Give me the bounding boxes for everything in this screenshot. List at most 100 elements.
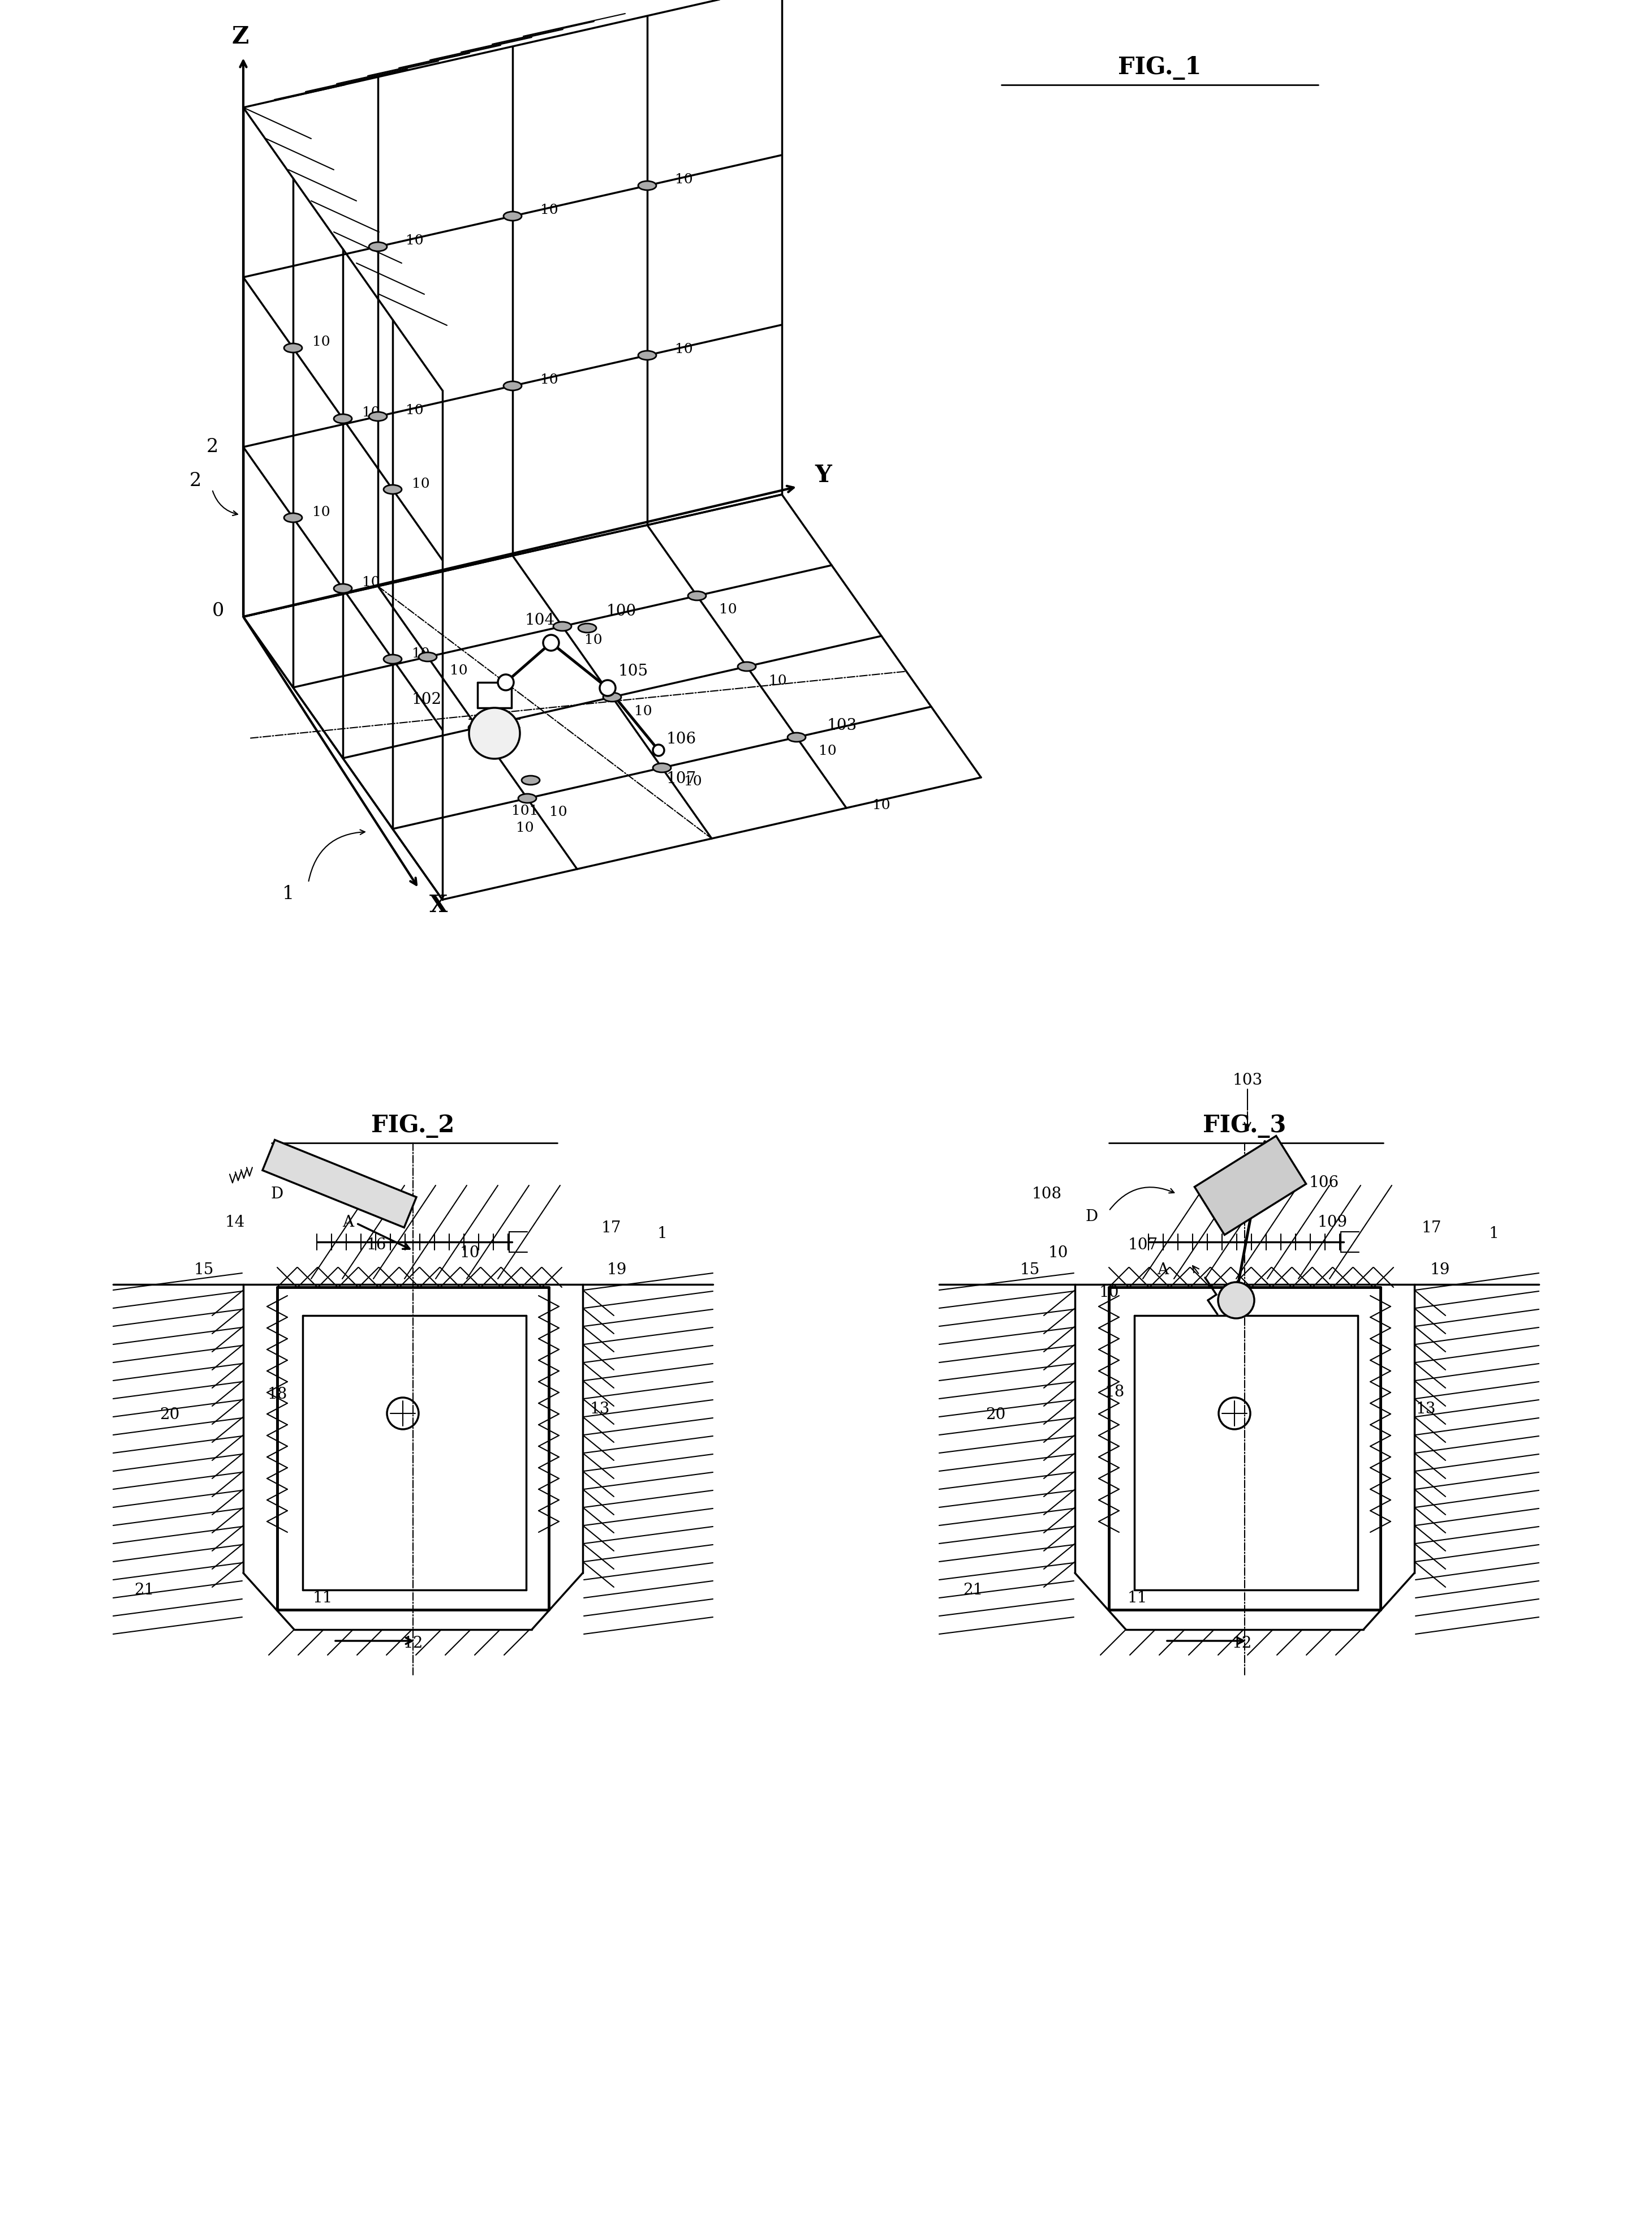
Text: 10: 10 — [872, 798, 890, 812]
Ellipse shape — [504, 211, 522, 220]
Ellipse shape — [578, 623, 596, 632]
Text: Y: Y — [814, 464, 831, 488]
Text: 2: 2 — [190, 472, 202, 490]
Text: FIG._1: FIG._1 — [1118, 55, 1201, 80]
Text: D: D — [1085, 1209, 1099, 1224]
Text: 10: 10 — [585, 634, 603, 648]
Text: 10: 10 — [515, 823, 534, 834]
Ellipse shape — [284, 344, 302, 353]
Ellipse shape — [687, 592, 705, 601]
Text: 14: 14 — [225, 1215, 244, 1229]
Circle shape — [653, 745, 664, 756]
Text: 19: 19 — [606, 1262, 626, 1278]
Ellipse shape — [469, 723, 487, 732]
Text: 15: 15 — [193, 1262, 213, 1278]
Text: 10: 10 — [540, 204, 558, 217]
Text: 106: 106 — [1308, 1176, 1338, 1191]
Text: 10: 10 — [312, 506, 330, 519]
Circle shape — [469, 708, 520, 759]
Text: 107: 107 — [666, 772, 695, 785]
Text: 10: 10 — [312, 335, 330, 348]
Text: Z: Z — [231, 24, 249, 49]
Text: FIG._2: FIG._2 — [372, 1113, 454, 1138]
Text: 103: 103 — [1232, 1074, 1262, 1089]
Text: X: X — [430, 894, 448, 918]
Ellipse shape — [334, 415, 352, 424]
Text: 1: 1 — [657, 1227, 667, 1242]
Text: 10: 10 — [719, 603, 737, 617]
Text: 10: 10 — [411, 477, 430, 490]
Ellipse shape — [638, 182, 656, 191]
Text: 10: 10 — [768, 674, 786, 688]
Text: 10: 10 — [406, 404, 423, 417]
Text: 10: 10 — [684, 776, 702, 787]
Text: 106: 106 — [666, 732, 695, 747]
Text: 103: 103 — [826, 719, 857, 734]
Circle shape — [544, 634, 558, 650]
Text: 10: 10 — [540, 373, 558, 386]
Text: 10: 10 — [676, 173, 692, 186]
Ellipse shape — [368, 413, 387, 421]
Text: 10: 10 — [550, 805, 567, 818]
Text: 109: 109 — [1317, 1215, 1348, 1229]
Text: 13: 13 — [1416, 1402, 1436, 1417]
Text: 18: 18 — [1105, 1384, 1125, 1400]
Text: 101: 101 — [512, 805, 539, 818]
Polygon shape — [1194, 1136, 1307, 1235]
Text: 10: 10 — [411, 648, 430, 661]
Ellipse shape — [334, 583, 352, 592]
Text: 12: 12 — [403, 1637, 423, 1652]
Text: 11: 11 — [312, 1590, 332, 1606]
Circle shape — [600, 681, 616, 696]
Ellipse shape — [553, 621, 572, 630]
Text: 19: 19 — [1431, 1262, 1450, 1278]
Text: 10: 10 — [499, 736, 517, 747]
Text: A: A — [1156, 1262, 1168, 1278]
Text: 10: 10 — [362, 406, 380, 419]
Text: FIG._3: FIG._3 — [1203, 1113, 1287, 1138]
Text: 102: 102 — [411, 692, 441, 708]
Text: 10: 10 — [1047, 1247, 1067, 1260]
Text: 10: 10 — [406, 235, 423, 248]
Ellipse shape — [519, 794, 537, 803]
Ellipse shape — [504, 381, 522, 390]
Text: 21: 21 — [963, 1581, 983, 1597]
Polygon shape — [263, 1140, 416, 1227]
Ellipse shape — [522, 776, 540, 785]
Text: 2: 2 — [206, 437, 218, 457]
Text: 17: 17 — [601, 1220, 621, 1235]
Text: 10: 10 — [819, 745, 836, 759]
Text: 104: 104 — [525, 612, 555, 628]
Text: 10: 10 — [362, 577, 380, 590]
Ellipse shape — [638, 350, 656, 359]
Circle shape — [497, 674, 514, 690]
Text: 0: 0 — [211, 601, 225, 621]
Ellipse shape — [653, 763, 671, 772]
Text: 1: 1 — [1488, 1227, 1498, 1242]
Text: 12: 12 — [1232, 1637, 1252, 1652]
Text: 17: 17 — [1421, 1220, 1442, 1235]
Text: 10: 10 — [676, 344, 692, 357]
Ellipse shape — [603, 692, 621, 701]
Text: 107: 107 — [1128, 1238, 1158, 1253]
Text: 13: 13 — [590, 1402, 610, 1417]
Text: 10: 10 — [1099, 1284, 1118, 1300]
Text: 15: 15 — [1019, 1262, 1039, 1278]
Text: 10: 10 — [634, 705, 653, 719]
Text: 10: 10 — [459, 1247, 479, 1260]
Text: A: A — [342, 1215, 354, 1229]
Text: 10: 10 — [449, 665, 468, 676]
Ellipse shape — [418, 652, 436, 661]
Text: 16: 16 — [367, 1238, 387, 1253]
Ellipse shape — [383, 654, 401, 663]
Text: 11: 11 — [1127, 1590, 1146, 1606]
Ellipse shape — [738, 661, 757, 672]
Text: 20: 20 — [986, 1406, 1006, 1422]
Text: D: D — [271, 1187, 284, 1202]
Text: 18: 18 — [268, 1386, 287, 1402]
Ellipse shape — [368, 242, 387, 251]
Text: 105: 105 — [618, 663, 648, 679]
Ellipse shape — [788, 732, 806, 741]
Text: 21: 21 — [134, 1581, 154, 1597]
Circle shape — [1218, 1282, 1254, 1317]
